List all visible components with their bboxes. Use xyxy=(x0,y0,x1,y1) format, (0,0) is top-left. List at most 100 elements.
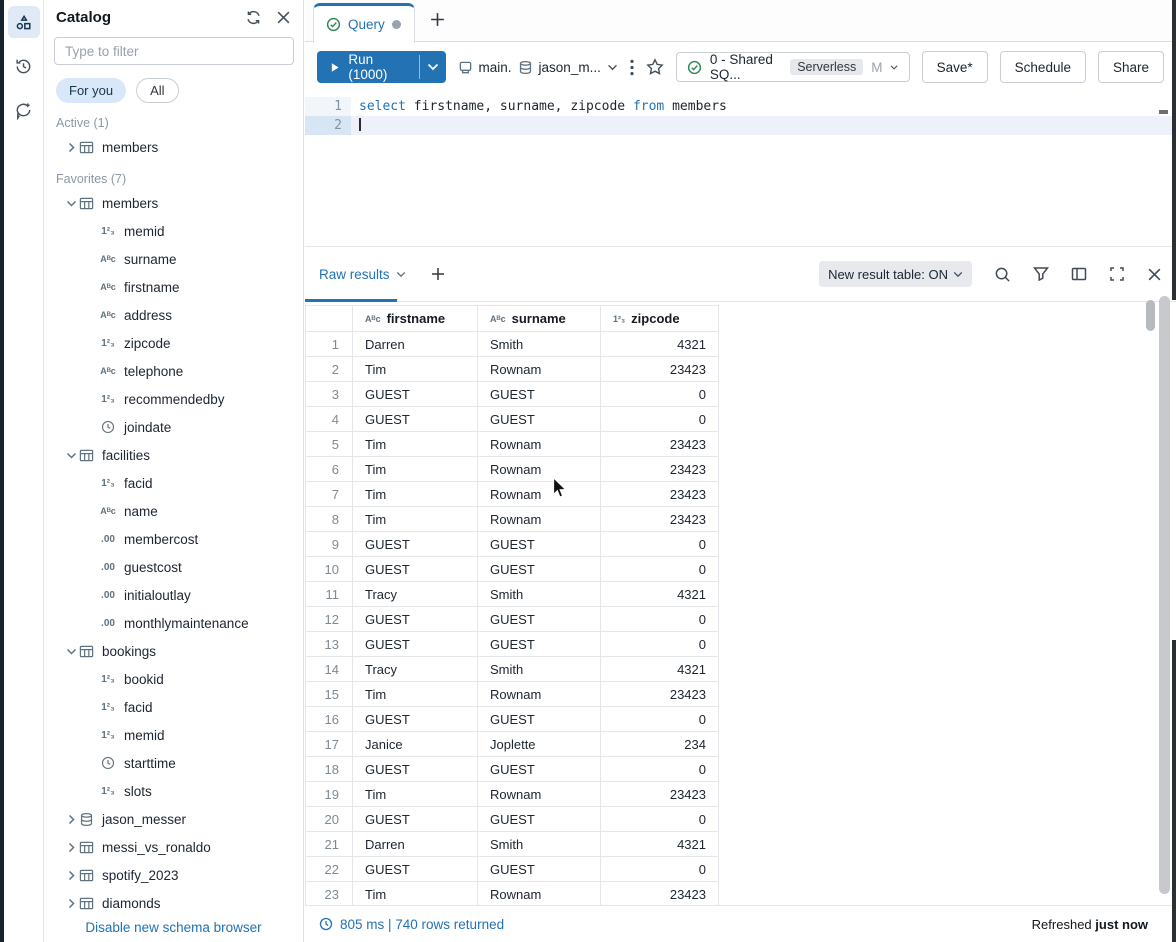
tree-item-members[interactable]: members xyxy=(44,133,303,161)
surname-cell[interactable]: Rownam xyxy=(478,357,601,382)
assistant-rail-button[interactable] xyxy=(8,94,40,126)
table-row[interactable]: 23 Tim Rownam 23423 xyxy=(305,882,719,905)
surname-cell[interactable]: GUEST xyxy=(478,757,601,782)
firstname-cell[interactable]: Tracy xyxy=(353,657,478,682)
tree-item-surname[interactable]: Aᴮc surname xyxy=(44,245,303,273)
table-row[interactable]: 3 GUEST GUEST 0 xyxy=(305,382,719,407)
zipcode-cell[interactable]: 0 xyxy=(601,382,719,407)
tree-item-memid[interactable]: 1²₃ memid xyxy=(44,217,303,245)
table-row[interactable]: 4 GUEST GUEST 0 xyxy=(305,407,719,432)
zipcode-cell[interactable]: 0 xyxy=(601,632,719,657)
firstname-cell[interactable]: Tracy xyxy=(353,582,478,607)
zipcode-cell[interactable]: 0 xyxy=(601,857,719,882)
chevron-down-icon[interactable] xyxy=(64,646,78,657)
chevron-right-icon[interactable] xyxy=(64,142,78,153)
table-row[interactable]: 9 GUEST GUEST 0 xyxy=(305,532,719,557)
filter-input[interactable] xyxy=(54,37,294,65)
tree-item-membercost[interactable]: .00 membercost xyxy=(44,525,303,553)
firstname-cell[interactable]: GUEST xyxy=(353,632,478,657)
chevron-right-icon[interactable] xyxy=(64,814,78,825)
firstname-cell[interactable]: Tim xyxy=(353,782,478,807)
all-pill[interactable]: All xyxy=(136,78,179,103)
page-scrollbar-thumb[interactable] xyxy=(1159,296,1170,894)
table-row[interactable]: 17 Janice Joplette 234 xyxy=(305,732,719,757)
table-row[interactable]: 19 Tim Rownam 23423 xyxy=(305,782,719,807)
zipcode-cell[interactable]: 0 xyxy=(601,707,719,732)
close-sidebar-icon[interactable] xyxy=(276,10,291,25)
table-row[interactable]: 16 GUEST GUEST 0 xyxy=(305,707,719,732)
close-results-icon[interactable] xyxy=(1147,267,1162,282)
tree-item-monthlymaintenance[interactable]: .00 monthlymaintenance xyxy=(44,609,303,637)
firstname-cell[interactable]: Tim xyxy=(353,882,478,905)
surname-cell[interactable]: Smith xyxy=(478,832,601,857)
table-row[interactable]: 18 GUEST GUEST 0 xyxy=(305,757,719,782)
tree-item-messi_vs_ronaldo[interactable]: messi_vs_ronaldo xyxy=(44,833,303,861)
surname-cell[interactable]: GUEST xyxy=(478,707,601,732)
surname-cell[interactable]: Rownam xyxy=(478,782,601,807)
table-row[interactable]: 1 Darren Smith 4321 xyxy=(305,332,719,357)
table-row[interactable]: 2 Tim Rownam 23423 xyxy=(305,357,719,382)
tree-item-facid[interactable]: 1²₃ facid xyxy=(44,469,303,497)
fullscreen-icon[interactable] xyxy=(1109,266,1125,282)
table-row[interactable]: 6 Tim Rownam 23423 xyxy=(305,457,719,482)
zipcode-cell[interactable]: 0 xyxy=(601,757,719,782)
surname-cell[interactable]: Rownam xyxy=(478,482,601,507)
zipcode-cell[interactable]: 0 xyxy=(601,557,719,582)
kebab-menu-icon[interactable] xyxy=(630,59,634,76)
zipcode-cell[interactable]: 23423 xyxy=(601,682,719,707)
results-scrollbar-thumb[interactable] xyxy=(1146,300,1155,331)
table-row[interactable]: 12 GUEST GUEST 0 xyxy=(305,607,719,632)
run-button[interactable]: Run (1000) xyxy=(317,51,419,83)
zipcode-cell[interactable]: 4321 xyxy=(601,657,719,682)
refresh-icon[interactable] xyxy=(245,9,262,26)
column-header-zipcode[interactable]: 1²₃ zipcode xyxy=(601,305,719,332)
table-row[interactable]: 21 Darren Smith 4321 xyxy=(305,832,719,857)
surname-cell[interactable]: GUEST xyxy=(478,532,601,557)
column-header-firstname[interactable]: Aᴮc firstname xyxy=(353,305,478,332)
warehouse-selector[interactable]: 0 - Shared SQ... Serverless M xyxy=(675,52,910,82)
chevron-right-icon[interactable] xyxy=(64,870,78,881)
firstname-cell[interactable]: Tim xyxy=(353,482,478,507)
table-row[interactable]: 5 Tim Rownam 23423 xyxy=(305,432,719,457)
tree-item-spotify_2023[interactable]: spotify_2023 xyxy=(44,861,303,889)
table-row[interactable]: 15 Tim Rownam 23423 xyxy=(305,682,719,707)
zipcode-cell[interactable]: 4321 xyxy=(601,332,719,357)
zipcode-cell[interactable]: 23423 xyxy=(601,507,719,532)
zipcode-cell[interactable]: 23423 xyxy=(601,782,719,807)
table-row[interactable]: 11 Tracy Smith 4321 xyxy=(305,582,719,607)
surname-cell[interactable]: GUEST xyxy=(478,407,601,432)
raw-results-tab[interactable]: Raw results xyxy=(319,267,406,282)
firstname-cell[interactable]: GUEST xyxy=(353,532,478,557)
sql-editor[interactable]: 1 select firstname, surname, zipcode from… xyxy=(305,92,1176,247)
column-header-surname[interactable]: Aᴮc surname xyxy=(478,305,601,332)
firstname-cell[interactable]: GUEST xyxy=(353,757,478,782)
zipcode-cell[interactable]: 4321 xyxy=(601,582,719,607)
firstname-cell[interactable]: GUEST xyxy=(353,557,478,582)
table-row[interactable]: 13 GUEST GUEST 0 xyxy=(305,632,719,657)
zipcode-cell[interactable]: 4321 xyxy=(601,832,719,857)
share-button[interactable]: Share xyxy=(1097,51,1164,83)
surname-cell[interactable]: GUEST xyxy=(478,857,601,882)
zipcode-cell[interactable]: 0 xyxy=(601,807,719,832)
schedule-button[interactable]: Schedule xyxy=(999,51,1086,83)
tree-item-facid[interactable]: 1²₃ facid xyxy=(44,693,303,721)
tab-query[interactable]: Query xyxy=(313,3,415,43)
firstname-cell[interactable]: Janice xyxy=(353,732,478,757)
firstname-cell[interactable]: Tim xyxy=(353,682,478,707)
add-result-tab-button[interactable] xyxy=(430,266,446,282)
tree-item-firstname[interactable]: Aᴮc firstname xyxy=(44,273,303,301)
surname-cell[interactable]: Rownam xyxy=(478,432,601,457)
chevron-down-icon[interactable] xyxy=(64,450,78,461)
catalog-rail-button[interactable] xyxy=(7,6,40,38)
tree-item-slots[interactable]: 1²₃ slots xyxy=(44,777,303,805)
new-result-table-toggle[interactable]: New result table: ON xyxy=(819,261,972,287)
table-row[interactable]: 14 Tracy Smith 4321 xyxy=(305,657,719,682)
side-panel-icon[interactable] xyxy=(1071,266,1087,282)
tree-item-joindate[interactable]: joindate xyxy=(44,413,303,441)
new-tab-button[interactable] xyxy=(429,11,446,28)
editor-line-1[interactable]: 1 select firstname, surname, zipcode from… xyxy=(305,97,1176,116)
tree-item-guestcost[interactable]: .00 guestcost xyxy=(44,553,303,581)
chevron-right-icon[interactable] xyxy=(64,898,78,909)
editor-line-2[interactable]: 2 xyxy=(305,116,1176,135)
tree-item-bookings[interactable]: bookings xyxy=(44,637,303,665)
